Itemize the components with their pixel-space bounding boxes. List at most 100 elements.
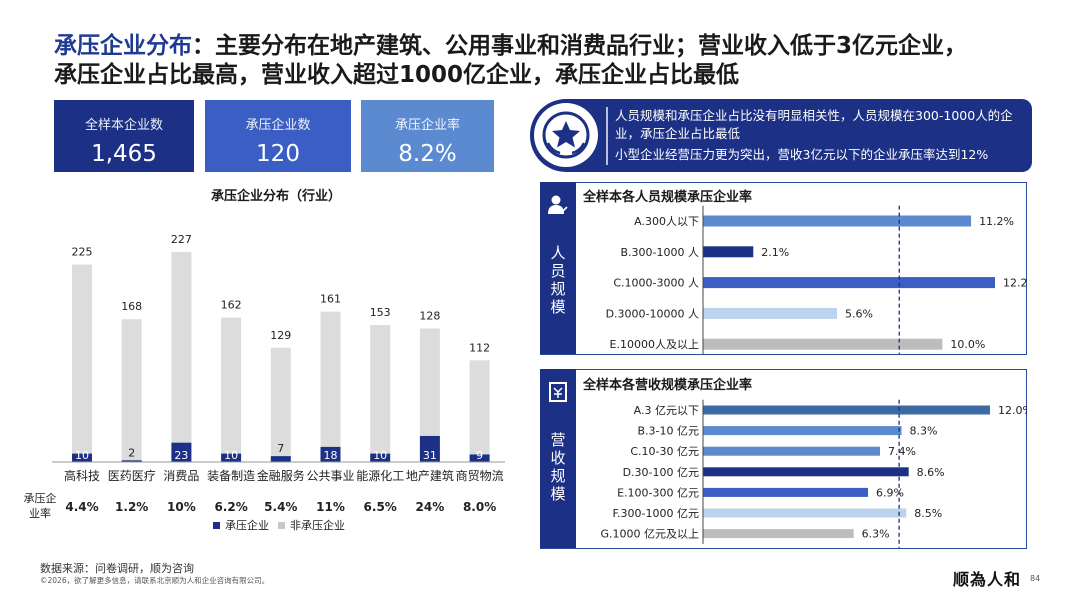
category-label: 地产建筑 [406, 468, 454, 483]
data-label-non-pressured: 227 [171, 233, 192, 246]
industry-chart-title: 承压企业分布（行业） [211, 188, 341, 204]
data-label: 8.6% [917, 466, 945, 479]
kpi-label: 承压企业率 [394, 118, 460, 133]
banner-line1: 人员规模和承压企业占比没有明显相关性，人员规模在300-1000人的企业，承压企… [615, 108, 1013, 141]
data-label: 11.2% [979, 215, 1014, 228]
category-label: 金融服务 [257, 468, 305, 483]
brand-logo: 顺為人和 [953, 570, 1022, 589]
data-label-pressured: 31 [423, 449, 437, 462]
person-icon [548, 195, 568, 214]
data-label-non-pressured: 161 [320, 293, 341, 306]
insight-banner: 人员规模和承压企业占比没有明显相关性，人员规模在300-1000人的企业，承压企… [530, 99, 1032, 172]
category-label: 装备制造 [207, 469, 255, 483]
category-label: A.300人以下 [634, 215, 699, 228]
category-label: 高科技 [64, 468, 100, 483]
banner-divider [606, 107, 608, 165]
data-label: 8.3% [910, 425, 938, 438]
rate-value: 5.4% [264, 500, 297, 514]
page-title: 承压企业分布：主要分布在地产建筑、公用事业和消费品行业；营业收入低于3亿元企业，… [54, 32, 1054, 90]
rate-value: 4.4% [65, 500, 98, 514]
rate-value: 6.2% [214, 500, 247, 514]
bar-non-pressured [469, 360, 490, 455]
industry-chart: 承压企业分布（行业） 225 10 高科技 4.4% 168 2 医药医疗 1.2% 227 23 消… [24, 188, 505, 532]
data-label-pressured: 2 [128, 446, 135, 459]
kpi-pressured-companies: 承压企业数 120 [205, 100, 351, 172]
revenue-tab: 营收规模 [540, 369, 576, 548]
legend-label-pressured: 承压企业 [225, 518, 269, 532]
data-label-non-pressured: 162 [221, 299, 242, 312]
bar [703, 405, 990, 415]
bar-pressured [419, 435, 440, 462]
rate-value: 1.2% [115, 500, 148, 514]
bar [703, 246, 754, 258]
title-rest: ：主要分布在地产建筑、公用事业和消费品行业；营业收入低于3亿元企业， [192, 33, 968, 59]
category-label: C.10-30 亿元 [630, 445, 699, 458]
category-label: 商贸物流 [456, 468, 504, 483]
revenue-chart-title: 全样本各营收规模承压企业率 [583, 378, 753, 393]
bar [703, 529, 854, 539]
category-label: C.1000-3000 人 [613, 277, 699, 290]
title-highlight: 承压企业分布 [54, 33, 192, 59]
bar [703, 338, 943, 350]
data-label: 10.0% [950, 338, 985, 351]
data-label: 6.3% [862, 528, 890, 541]
legend-label-non-pressured: 非承压企业 [290, 518, 345, 532]
data-label: 12.2% [1003, 277, 1027, 290]
bar-pressured [121, 460, 142, 462]
kpi-label: 承压企业数 [245, 118, 311, 133]
bar [703, 277, 995, 289]
banner-line2: 小型企业经营压力更为突出，营收3亿元以下的企业承压率达到12% [615, 147, 989, 162]
rate-value: 24% [416, 500, 445, 514]
kpi-value: 8.2% [398, 141, 457, 167]
data-label-pressured: 10 [75, 449, 89, 462]
category-label: 公共事业 [306, 469, 354, 483]
data-label-non-pressured: 153 [370, 306, 391, 319]
bar-non-pressured [320, 311, 341, 447]
bar-pressured [72, 453, 92, 462]
category-label: 能源化工 [356, 469, 404, 483]
staff-chart: A.300人以下 11.2% B.300-1000 人 2.1% C.1000-3000… [606, 205, 1027, 354]
data-label-pressured: 18 [324, 449, 338, 462]
bar-non-pressured [270, 347, 291, 457]
category-label: B.300-1000 人 [621, 246, 700, 259]
category-label: B.3-10 亿元 [637, 425, 699, 438]
legend-swatch-pressured [213, 522, 220, 529]
data-label: 12.0% [998, 404, 1027, 417]
rate-value: 8.0% [463, 500, 496, 514]
category-label: 消费品 [163, 469, 199, 483]
bar-pressured [221, 453, 242, 462]
data-label-non-pressured: 225 [72, 246, 93, 259]
data-label-non-pressured: 112 [469, 341, 490, 354]
category-label: E.10000人及以上 [610, 338, 699, 351]
data-label-pressured: 7 [277, 442, 284, 455]
data-label: 7.4% [888, 445, 916, 458]
kpi-label: 全样本企业数 [84, 118, 163, 133]
bar-pressured [171, 442, 192, 462]
bar-non-pressured [419, 328, 440, 436]
bar [703, 426, 902, 436]
data-label-pressured: 23 [174, 449, 188, 462]
data-source: 数据来源：问卷调研，顺为咨询 [40, 562, 194, 575]
category-label: F.300-1000 亿元 [612, 507, 699, 520]
bar-pressured [270, 456, 291, 462]
category-label: D.3000-10000 人 [606, 307, 699, 320]
data-label: 5.6% [845, 307, 873, 320]
page-number: 84 [1030, 574, 1041, 583]
bar [703, 215, 972, 227]
revenue-tab-label: 营收规模 [550, 431, 566, 503]
data-label: 8.5% [914, 507, 942, 520]
bar-non-pressured [370, 325, 391, 454]
data-label-non-pressured: 129 [270, 329, 291, 342]
title-line2: 承压企业占比最高，营业收入超过1000亿企业，承压企业占比最低 [54, 62, 740, 88]
data-label: 6.9% [876, 486, 904, 499]
star-badge-icon [534, 103, 598, 167]
kpi-value: 120 [256, 141, 300, 167]
bar-non-pressured [171, 252, 192, 443]
category-label: A.3 亿元以下 [634, 404, 699, 417]
bar-pressured [370, 453, 391, 462]
bar-pressured [320, 446, 341, 462]
data-label-pressured: 10 [373, 449, 387, 462]
data-label-non-pressured: 168 [121, 300, 142, 313]
data-label: 2.1% [761, 246, 789, 259]
bar [703, 467, 909, 477]
